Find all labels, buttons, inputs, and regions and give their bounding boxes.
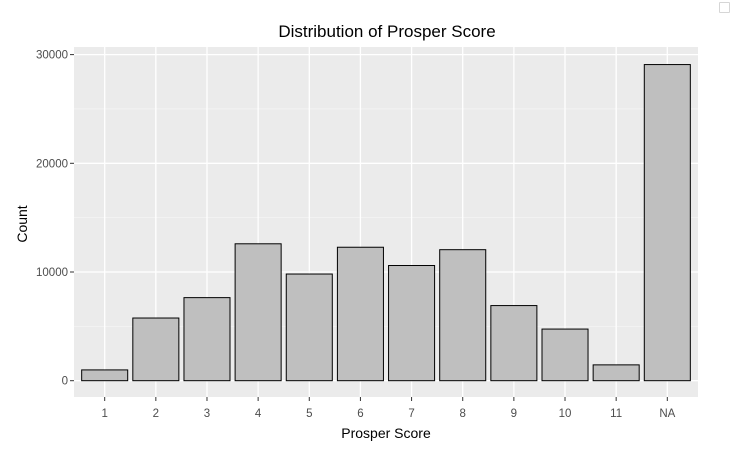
x-tick-label: 4 xyxy=(255,408,262,420)
bar-na xyxy=(643,64,691,382)
bar-11 xyxy=(592,364,640,382)
bar-3 xyxy=(183,297,231,382)
x-tick-label: 8 xyxy=(460,408,466,420)
x-tick-label: 7 xyxy=(408,408,414,420)
bar-2 xyxy=(132,317,180,382)
bar-5 xyxy=(285,273,333,382)
y-axis-title: Count xyxy=(14,205,30,242)
y-tick-label: 0 xyxy=(62,376,68,388)
bar-9 xyxy=(490,305,538,382)
bar-8 xyxy=(439,249,487,382)
x-tick-label: 3 xyxy=(204,408,210,420)
x-tick-label: 2 xyxy=(153,408,159,420)
y-tick-label: 20000 xyxy=(36,158,68,170)
bar-10 xyxy=(541,328,589,382)
y-tick-label: 30000 xyxy=(36,50,68,62)
x-tick-label: 5 xyxy=(306,408,312,420)
bar-7 xyxy=(388,265,436,382)
chart-title: Distribution of Prosper Score xyxy=(278,22,495,41)
x-tick-label: NA xyxy=(659,408,675,420)
resize-icon[interactable] xyxy=(719,2,730,13)
x-tick-label: 9 xyxy=(511,408,517,420)
x-tick-label: 1 xyxy=(101,408,107,420)
bar-6 xyxy=(336,246,384,382)
x-tick-label: 11 xyxy=(610,408,622,420)
x-axis-title: Prosper Score xyxy=(341,425,431,441)
x-tick-label: 10 xyxy=(559,408,572,420)
bar-4 xyxy=(234,243,282,382)
x-tick-label: 6 xyxy=(357,408,363,420)
y-tick-label: 10000 xyxy=(36,267,68,279)
bar-1 xyxy=(81,369,129,382)
